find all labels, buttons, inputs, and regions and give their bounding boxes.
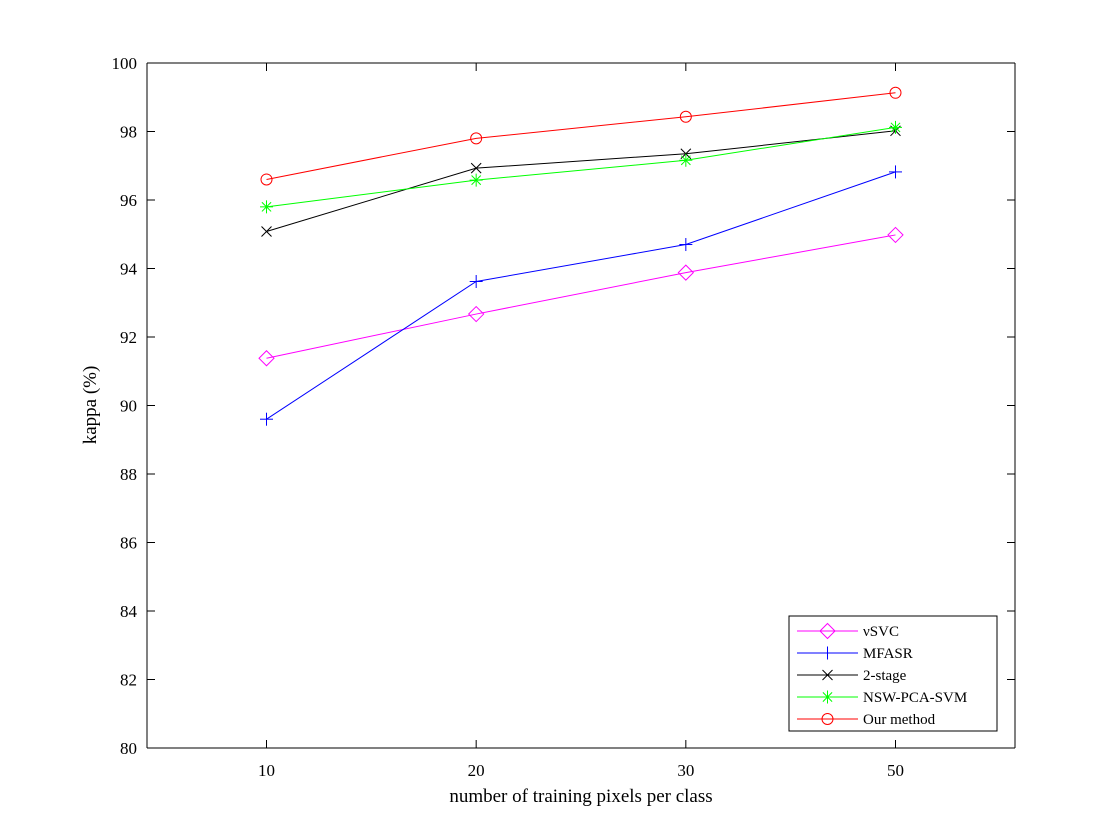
legend-marker <box>821 690 834 704</box>
series-line <box>266 130 896 232</box>
legend-marker <box>821 713 834 725</box>
data-point-marker <box>889 86 902 99</box>
x-tick-label: 50 <box>887 761 904 780</box>
legend-entry-mfasr: MFASR <box>797 646 913 662</box>
x-axis-label: number of training pixels per class <box>449 786 712 807</box>
legend-marker <box>819 622 836 640</box>
legend-label: 2-stage <box>863 668 907 684</box>
y-tick-label: 80 <box>120 739 137 758</box>
ticks: 10 20 30 50 80 82 84 86 88 90 92 94 96 98 100 <box>112 54 1015 780</box>
y-axis-label: kappa (%) <box>80 366 101 445</box>
data-point-marker <box>260 173 273 186</box>
legend-label: NSW-PCA-SVM <box>863 690 967 706</box>
y-tick-label: 88 <box>120 465 137 484</box>
legend-entry-2-stage: 2-stage <box>797 668 907 684</box>
data-point-marker <box>260 200 274 214</box>
series-mfasr <box>260 165 902 426</box>
series-line <box>266 234 896 359</box>
data-point-marker <box>467 305 485 323</box>
x-tick-label: 20 <box>468 761 485 780</box>
legend-label: Our method <box>863 712 936 728</box>
legend-label: νSVC <box>863 624 899 640</box>
legend-marker <box>821 646 834 660</box>
legend-entry-svc: νSVC <box>797 622 899 640</box>
series-line <box>266 126 896 208</box>
x-tick-label: 30 <box>677 761 694 780</box>
data-point-marker <box>470 132 483 145</box>
y-tick-label: 90 <box>120 397 137 416</box>
data-point-marker <box>470 162 482 174</box>
legend-marker <box>822 669 833 681</box>
x-tick-label: 10 <box>258 761 275 780</box>
y-tick-label: 94 <box>120 260 138 279</box>
y-tick-label: 98 <box>120 123 137 142</box>
data-point-marker <box>679 238 693 252</box>
y-tick-label: 86 <box>120 534 137 553</box>
y-tick-label: 100 <box>112 54 138 73</box>
data-point-marker <box>677 264 695 281</box>
y-tick-label: 96 <box>120 191 137 210</box>
legend-label: MFASR <box>863 646 913 662</box>
data-point-marker <box>469 275 483 289</box>
series-our-method <box>260 86 902 186</box>
data-point-marker <box>888 165 902 179</box>
legend-entry-nsw-pca-svm: NSW-PCA-SVM <box>797 690 967 706</box>
data-point-marker <box>260 412 274 426</box>
y-tick-label: 92 <box>120 328 137 347</box>
series-line <box>266 92 896 180</box>
data-point-marker <box>679 153 693 167</box>
data-point-marker <box>469 173 483 187</box>
data-point-marker <box>888 120 902 134</box>
data-point-marker <box>679 110 692 123</box>
y-tick-label: 82 <box>120 671 137 690</box>
legend-entry-our-method: Our method <box>797 712 936 728</box>
series-line <box>266 171 896 420</box>
data-point-marker <box>887 226 904 244</box>
data-point-marker <box>258 350 275 367</box>
series-nsw-pca-svm <box>260 120 902 214</box>
legend: νSVC MFASR 2-stage NSW-PCA-SVM Our method <box>788 615 998 732</box>
series-layer <box>258 86 904 426</box>
y-tick-label: 84 <box>120 602 138 621</box>
data-point-marker <box>261 226 272 237</box>
series-svc <box>258 226 904 367</box>
